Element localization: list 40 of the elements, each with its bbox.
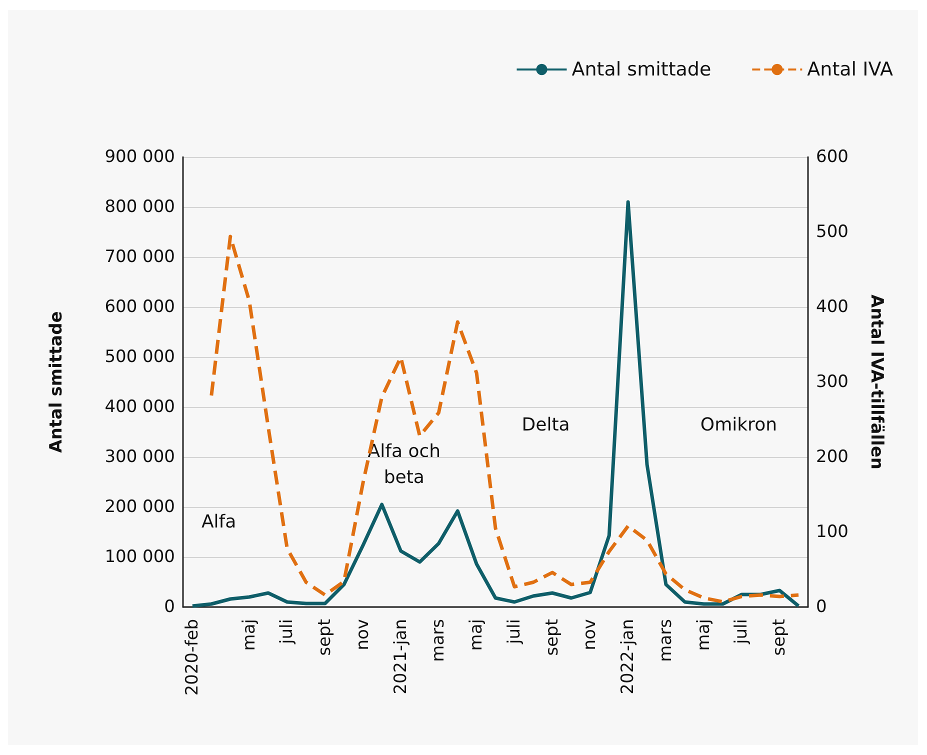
y-tick-label: 500 000 xyxy=(104,347,175,367)
y-tick-label: 400 000 xyxy=(104,397,175,417)
x-tick-label: sept xyxy=(315,618,336,656)
x-tick-label: 2021-jan xyxy=(390,619,411,694)
x-tick-label: 2020-feb xyxy=(182,619,202,696)
x-tick-label: juli xyxy=(732,619,752,645)
x-tick-label: maj xyxy=(239,619,260,651)
annotation: Omikron xyxy=(700,414,777,436)
y2-tick-label: 600 xyxy=(816,147,848,167)
y-tick-label: 200 000 xyxy=(104,497,175,517)
y-tick-label: 600 000 xyxy=(104,297,175,317)
y2-axis-title: Antal IVA-tillfällen xyxy=(866,294,886,470)
y-tick-label: 800 000 xyxy=(104,197,175,217)
y2-tick-label: 100 xyxy=(816,522,848,542)
x-tick-label: juli xyxy=(277,619,298,645)
y-axis-title: Antal smittade xyxy=(46,311,66,453)
y-tick-label: 100 000 xyxy=(104,547,175,567)
y2-tick-label: 400 xyxy=(816,297,848,317)
x-tick-label: maj xyxy=(466,619,487,651)
y-tick-label: 900 000 xyxy=(104,147,175,167)
y2-tick-label: 300 xyxy=(816,372,848,392)
legend-label: Antal smittade xyxy=(572,58,712,80)
x-tick-label: mars xyxy=(656,618,676,662)
x-tick-label: 2022-jan xyxy=(618,619,638,694)
x-tick-label: mars xyxy=(428,618,449,662)
y-tick-label: 0 xyxy=(164,597,175,617)
annotation: Alfa xyxy=(201,512,236,532)
x-tick-label: sept xyxy=(770,618,790,656)
y-tick-label: 300 000 xyxy=(104,447,175,467)
x-tick-label: maj xyxy=(694,619,714,651)
x-tick-label: nov xyxy=(352,619,373,650)
y2-tick-label: 0 xyxy=(816,597,827,617)
legend-label: Antal IVA xyxy=(807,58,894,80)
x-tick-label: sept xyxy=(542,618,562,656)
x-tick-label: juli xyxy=(504,619,524,645)
y2-tick-label: 500 xyxy=(816,222,848,242)
y-tick-label: 700 000 xyxy=(104,247,175,267)
y2-tick-label: 200 xyxy=(816,447,848,467)
annotation: Delta xyxy=(522,414,570,436)
x-tick-label: nov xyxy=(580,619,600,650)
